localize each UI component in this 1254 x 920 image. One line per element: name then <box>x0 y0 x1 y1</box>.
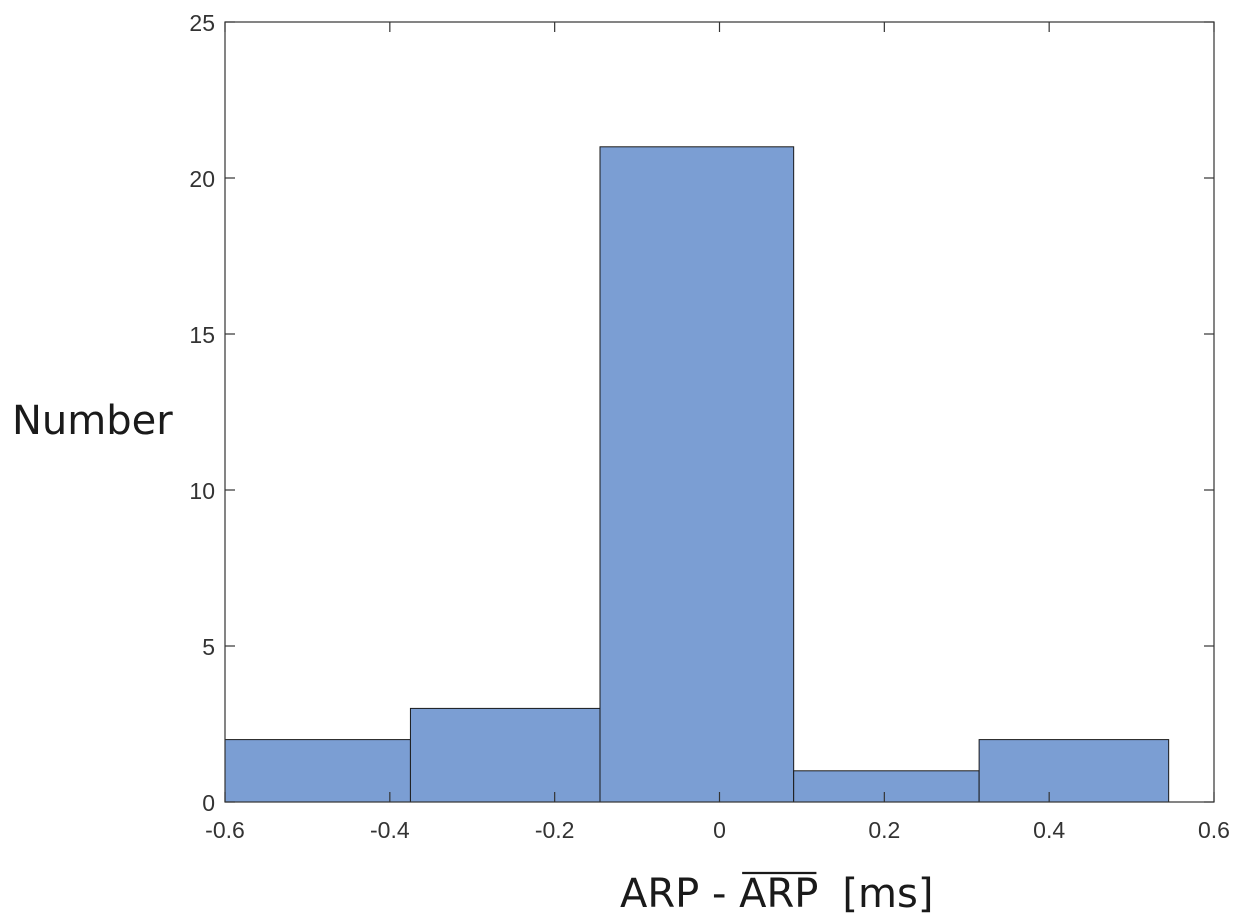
x-tick-label: -0.2 <box>535 817 575 843</box>
x-tick-label: -0.4 <box>370 817 410 843</box>
x-tick-label: -0.6 <box>205 817 245 843</box>
histogram-bar-5 <box>978 739 1170 803</box>
y-tick-label: 20 <box>189 166 215 192</box>
y-tick-label: 0 <box>202 790 215 816</box>
x-axis-label-part: ARP - <box>620 871 739 917</box>
x-tick-label: 0.2 <box>868 817 900 843</box>
x-axis-label: ARP - ARP [ms] <box>620 871 933 917</box>
svg-text:ARP - ARP[ms]: ARP - ARP [ms] <box>620 871 933 917</box>
bars-group <box>224 146 1170 803</box>
x-tick-label: 0.4 <box>1033 817 1065 843</box>
histogram-bar-4 <box>793 770 980 803</box>
x-axis-label-unit: [ms] <box>842 871 933 917</box>
histogram-bar-3 <box>599 146 795 803</box>
x-axis-label-mean: ARP <box>739 871 818 917</box>
y-tick-label: 25 <box>189 10 215 36</box>
y-axis-label: Number <box>12 398 173 444</box>
y-tick-label: 5 <box>202 634 215 660</box>
x-tick-label: 0.6 <box>1198 817 1230 843</box>
y-ticks-group: 0 5 10 15 20 25 <box>189 10 1214 816</box>
x-tick-label: 0 <box>713 817 726 843</box>
y-tick-label: 10 <box>189 478 215 504</box>
histogram-bar-1 <box>224 739 411 803</box>
histogram-bar-2 <box>409 707 601 803</box>
y-tick-label: 15 <box>189 322 215 348</box>
x-ticks-group: -0.6 -0.4 -0.2 0 0.2 0.4 0.6 <box>205 22 1230 843</box>
